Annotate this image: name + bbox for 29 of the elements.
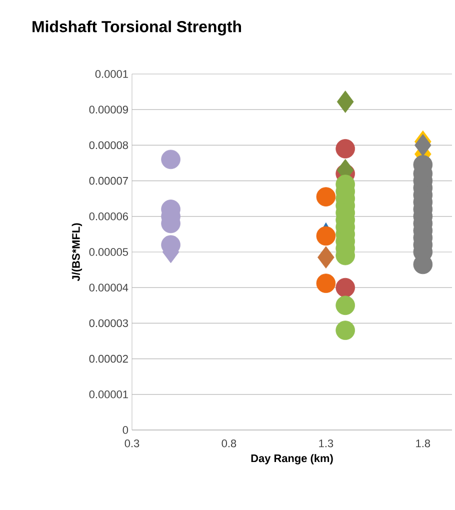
y-axis-title: J/(BS*MFL) [72,223,82,282]
point [316,226,336,246]
point [161,150,180,170]
point [336,278,355,298]
x-tick-label: 1.8 [416,440,430,448]
y-tick-label: 0.00008 [89,141,128,150]
point [414,134,432,156]
point [316,187,336,206]
y-tick-label: 0.00002 [89,354,128,363]
x-tick-label: 0.3 [124,440,140,448]
x-tick-label: 0.8 [222,440,236,448]
point [336,90,354,113]
point [336,139,355,158]
point [316,274,336,293]
y-tick-label: 0.00006 [89,212,128,220]
y-tick-label: 0.00005 [89,248,128,256]
x-tick-label: 1.3 [319,440,334,448]
point [336,296,355,316]
y-tick-label: 0.00007 [89,176,128,185]
y-tick-label: 0.00009 [89,106,128,114]
y-tick-label: 0.00004 [89,284,128,292]
y-tick-label: 0 [122,426,128,434]
y-tick-label: 0.0001 [95,70,128,78]
y-tick-label: 0.00001 [89,390,128,398]
point [336,320,355,340]
x-axis-title: Day Range (km) [251,454,333,464]
chart-title: Midshaft Torsional Strength [32,20,241,36]
y-tick-label: 0.00003 [89,319,128,328]
point [318,246,334,268]
